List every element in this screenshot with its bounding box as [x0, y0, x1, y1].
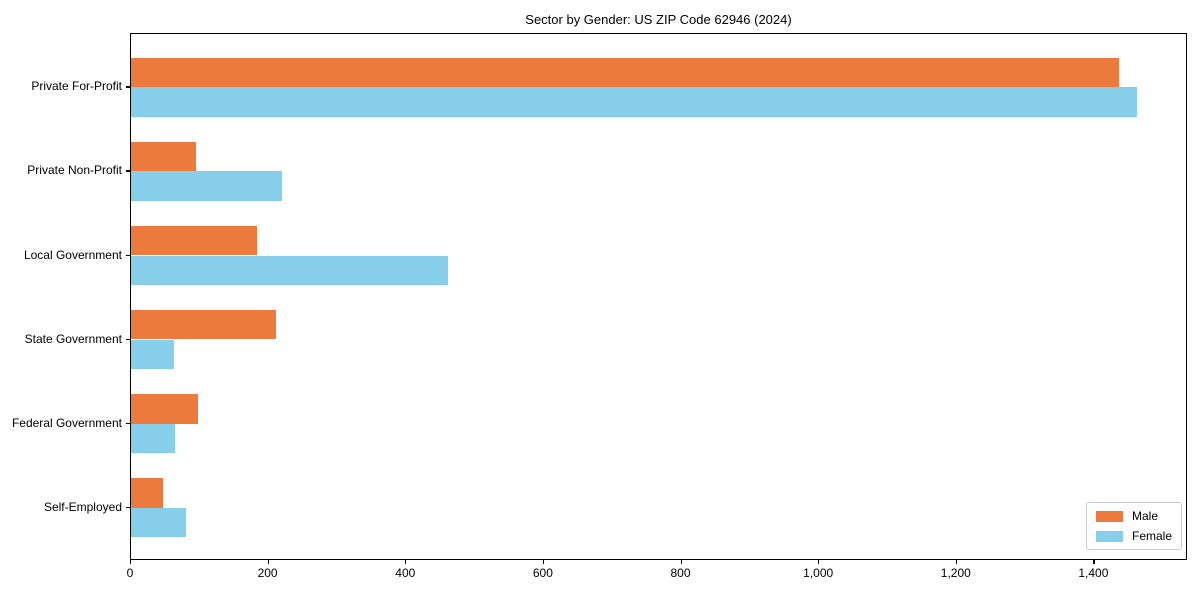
- chart-title: Sector by Gender: US ZIP Code 62946 (202…: [525, 12, 792, 27]
- legend: Male Female: [1085, 502, 1182, 550]
- legend-entry-female: Female: [1095, 529, 1172, 543]
- x-tick-mark: [542, 560, 545, 564]
- x-tick-label: 0: [126, 566, 134, 580]
- x-tick-mark: [680, 560, 682, 564]
- x-tick-label: 400: [395, 566, 416, 580]
- y-tick-label-federal-government: Federal Government: [11, 415, 122, 430]
- bar-female-self-employed: [131, 507, 187, 537]
- x-tick-mark: [1093, 560, 1095, 564]
- legend-label-female: Female: [1131, 529, 1172, 543]
- y-tick-mark: [126, 338, 130, 340]
- x-tick-mark: [405, 560, 407, 564]
- y-tick-label-private-non-profit: Private Non-Profit: [27, 163, 122, 178]
- bar-female-state-government: [131, 339, 174, 369]
- x-tick-mark: [818, 560, 820, 564]
- x-tick-label: 200: [257, 566, 278, 580]
- bar-male-state-government: [131, 310, 276, 340]
- bar-male-self-employed: [131, 478, 163, 508]
- legend-swatch-male: [1095, 510, 1123, 522]
- x-tick-label: 1,400: [1078, 566, 1109, 580]
- x-tick-mark: [955, 560, 957, 564]
- y-tick-label-state-government: State Government: [24, 331, 122, 346]
- bar-male-private-for-profit: [131, 58, 1119, 88]
- y-tick-mark: [126, 86, 130, 88]
- y-tick-mark: [126, 254, 130, 256]
- x-tick-label: 1,000: [803, 566, 834, 580]
- bar-female-private-non-profit: [131, 171, 283, 201]
- legend-swatch-female: [1095, 530, 1123, 542]
- legend-label-male: Male: [1131, 509, 1158, 523]
- y-tick-mark: [126, 170, 130, 172]
- legend-entry-male: Male: [1095, 509, 1172, 523]
- x-tick-mark: [267, 560, 269, 564]
- bar-male-private-non-profit: [131, 142, 197, 172]
- x-tick-mark: [130, 560, 132, 564]
- plot-area: [130, 33, 1187, 560]
- x-tick-label: 800: [670, 566, 691, 580]
- y-tick-mark: [126, 422, 130, 424]
- y-tick-mark: [126, 506, 130, 508]
- y-tick-label-local-government: Local Government: [23, 247, 122, 262]
- x-tick-label: 600: [532, 566, 553, 580]
- bar-female-private-for-profit: [131, 87, 1138, 117]
- x-tick-label: 1,200: [940, 566, 971, 580]
- y-tick-label-self-employed: Self-Employed: [43, 499, 122, 514]
- bar-male-federal-government: [131, 394, 199, 424]
- bar-female-federal-government: [131, 423, 175, 453]
- bar-male-local-government: [131, 226, 257, 256]
- bar-female-local-government: [131, 255, 448, 285]
- y-tick-label-private-for-profit: Private For-Profit: [31, 79, 122, 94]
